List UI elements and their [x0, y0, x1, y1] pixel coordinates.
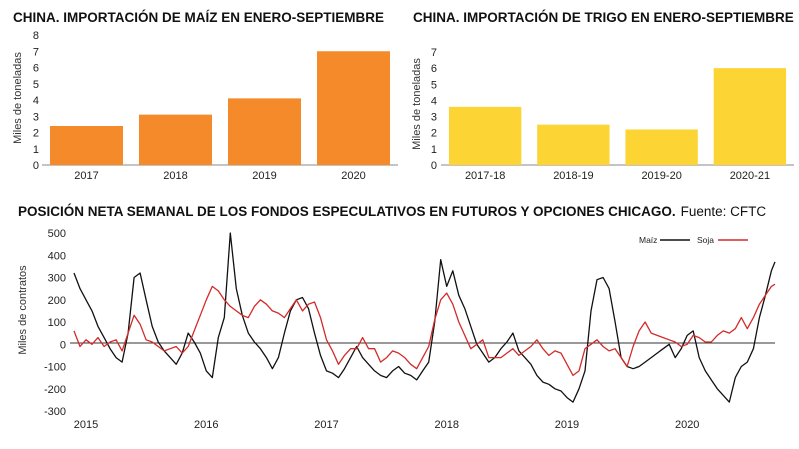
x-tick-label: 2016 — [194, 419, 218, 431]
posicion-neta-y-axis-label: Miles de contratos — [17, 265, 29, 355]
chart-maiz: CHINA. IMPORTACIÓN DE MAÍZ EN ENERO-SEPT… — [12, 10, 398, 182]
y-tick-label: 3 — [431, 112, 437, 124]
x-tick-label: 2017 — [314, 419, 338, 431]
y-tick-label: 0 — [60, 339, 66, 351]
y-tick-label: 4 — [431, 95, 437, 107]
x-tick-label: 2020 — [675, 419, 699, 431]
maiz-chart-title: CHINA. IMPORTACIÓN DE MAÍZ EN ENERO-SEPT… — [13, 10, 384, 25]
y-tick-label: 2 — [33, 128, 39, 140]
posicion-neta-source: Fuente: CFTC — [681, 204, 767, 219]
legend: Maíz Soja — [639, 235, 748, 245]
y-tick-label: 500 — [48, 228, 66, 240]
bar-2017-18 — [448, 106, 522, 165]
y-tick-label: 0 — [33, 160, 39, 172]
y-tick-label: 7 — [33, 46, 39, 58]
maiz-bars — [50, 51, 390, 165]
y-tick-label: -100 — [44, 362, 66, 374]
y-tick-label: 0 — [431, 160, 437, 172]
x-tick-label: 2020 — [341, 170, 365, 182]
x-tick-label: 2017-18 — [465, 170, 505, 182]
trigo-y-axis-label: Miles de toneladas — [411, 58, 423, 150]
bar-2018-19 — [537, 124, 610, 165]
y-tick-label: -300 — [44, 406, 66, 418]
bar-2020 — [317, 51, 390, 165]
x-tick-label: 2019 — [252, 170, 276, 182]
trigo-x-ticks: 2017-18 2018-19 2019-20 2020-21 — [465, 170, 770, 182]
legend-label-soja: Soja — [697, 235, 714, 245]
trigo-chart-title: CHINA. IMPORTACIÓN DE TRIGO EN ENERO-SEP… — [413, 10, 794, 25]
y-tick-label: 6 — [431, 63, 437, 75]
trigo-bars — [448, 68, 787, 165]
trigo-y-ticks: 0 1 2 3 4 5 6 7 — [431, 47, 437, 172]
y-tick-label: 400 — [48, 250, 66, 262]
chart-posicion-neta: POSICIÓN NETA SEMANAL DE LOS FONDOS ESPE… — [17, 204, 776, 431]
y-tick-label: 2 — [431, 128, 437, 140]
posicion-neta-title-line: POSICIÓN NETA SEMANAL DE LOS FONDOS ESPE… — [18, 204, 766, 219]
y-tick-label: 5 — [33, 79, 39, 91]
posicion-neta-x-ticks: 2015 2016 2017 2018 2019 2020 — [74, 419, 700, 431]
y-tick-label: 1 — [431, 144, 437, 156]
y-tick-label: 8 — [33, 30, 39, 42]
maiz-x-ticks: 2017 2018 2019 2020 — [74, 170, 365, 182]
series-line-maiz — [73, 232, 776, 403]
x-tick-label: 2018 — [163, 170, 187, 182]
x-tick-label: 2019-20 — [641, 170, 681, 182]
posicion-neta-y-ticks: -300 -200 -100 0 100 200 300 400 500 — [44, 228, 66, 418]
y-tick-label: 200 — [48, 295, 66, 307]
y-tick-label: 6 — [33, 63, 39, 75]
y-tick-label: 7 — [431, 47, 437, 59]
y-tick-label: 1 — [33, 144, 39, 156]
bar-2019 — [228, 98, 301, 165]
posicion-neta-title: POSICIÓN NETA SEMANAL DE LOS FONDOS ESPE… — [18, 204, 676, 219]
x-tick-label: 2018 — [434, 419, 458, 431]
x-tick-label: 2020-21 — [730, 170, 770, 182]
y-tick-label: 3 — [33, 111, 39, 123]
y-tick-label: -200 — [44, 384, 66, 396]
x-tick-label: 2017 — [74, 170, 98, 182]
y-tick-label: 4 — [33, 95, 39, 107]
x-tick-label: 2015 — [74, 419, 98, 431]
bar-2018 — [139, 114, 212, 165]
y-tick-label: 100 — [48, 317, 66, 329]
legend-label-maiz: Maíz — [639, 235, 657, 245]
bar-2019-20 — [625, 129, 698, 165]
x-tick-label: 2018-19 — [553, 170, 593, 182]
y-tick-label: 300 — [48, 273, 66, 285]
maiz-y-axis-label: Miles de toneladas — [12, 52, 24, 144]
chart-trigo: CHINA. IMPORTACIÓN DE TRIGO EN ENERO-SEP… — [411, 10, 794, 182]
series-line-soja — [73, 283, 776, 377]
bar-2017 — [50, 126, 123, 165]
x-tick-label: 2019 — [555, 419, 579, 431]
bar-2020-21 — [713, 68, 787, 165]
maiz-y-ticks: 0 1 2 3 4 5 6 7 8 — [33, 30, 39, 172]
y-tick-label: 5 — [431, 79, 437, 91]
